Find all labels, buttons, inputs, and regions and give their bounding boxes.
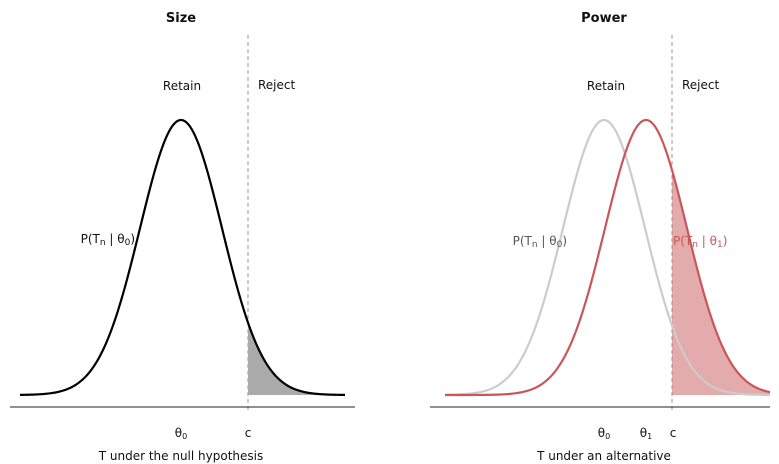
subscript: 1 <box>717 240 723 250</box>
reject-label: Reject <box>682 78 719 92</box>
subscript: n <box>100 238 106 248</box>
null-curve <box>19 118 346 397</box>
tick-label: c <box>245 426 252 440</box>
rejection-area <box>248 322 345 395</box>
tick-symbol: θ <box>640 426 647 440</box>
retain-label: Retain <box>163 79 201 93</box>
text-part: P(T <box>673 234 693 248</box>
curve-label: P(Tn | θ0) <box>81 232 135 248</box>
axis-label: T under an alternative <box>536 449 671 463</box>
panel-title: Power <box>581 11 627 26</box>
text-part: | θ <box>698 234 717 248</box>
tick-label: θ0 <box>175 426 187 441</box>
null-curve <box>444 118 770 397</box>
text-part: ) <box>130 232 135 246</box>
subscript: 1 <box>647 432 652 441</box>
power-area <box>672 170 770 395</box>
tick-label: θ0 <box>598 426 610 441</box>
subscript: 0 <box>605 432 610 441</box>
text-part: ) <box>723 234 728 248</box>
subscript: 0 <box>557 240 563 250</box>
tick-symbol: c <box>245 426 252 440</box>
curve-label: P(Tn | θ1) <box>673 234 727 250</box>
subscript: 0 <box>182 432 187 441</box>
tick-label: θ1 <box>640 426 652 441</box>
reject-label: Reject <box>258 78 295 92</box>
tick-label: c <box>670 426 677 440</box>
subscript: n <box>692 240 698 250</box>
subscript: n <box>532 240 538 250</box>
subscript: 0 <box>125 238 131 248</box>
text-part: ) <box>562 234 567 248</box>
tick-symbol: θ <box>598 426 605 440</box>
tick-symbol: θ <box>175 426 182 440</box>
text-part: | θ <box>106 232 125 246</box>
retain-label: Retain <box>587 79 625 93</box>
text-part: | θ <box>538 234 557 248</box>
text-part: P(T <box>81 232 101 246</box>
tick-symbol: c <box>670 426 677 440</box>
text-part: P(T <box>513 234 533 248</box>
alt-curve <box>445 118 771 397</box>
panel-title: Size <box>166 11 196 26</box>
axis-label: T under the null hypothesis <box>98 449 264 463</box>
curve-label: P(Tn | θ0) <box>513 234 567 250</box>
